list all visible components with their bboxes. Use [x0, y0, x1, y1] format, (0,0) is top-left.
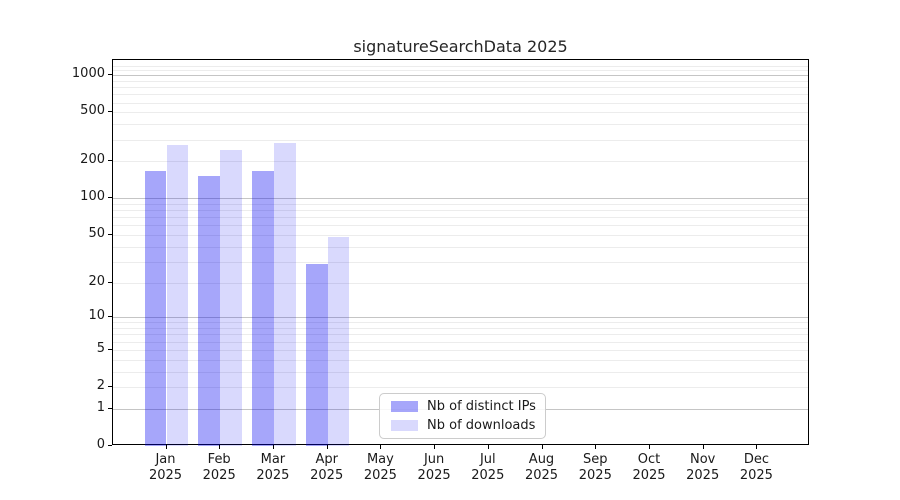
gridline-minor-20 — [113, 282, 808, 284]
gridline-minor-7 — [113, 334, 808, 336]
gridline-minor-50 — [113, 235, 808, 236]
bar-ips-apr — [305, 263, 328, 446]
x-tick-mark-oct — [649, 445, 650, 449]
x-tick-label-dec: Dec 2025 — [739, 452, 773, 483]
gridline-minor-40 — [113, 246, 808, 248]
x-tick-label-jul: Jul 2025 — [471, 452, 505, 483]
legend-label-downloads: Nb of downloads — [427, 418, 536, 433]
x-tick-mark-jul — [487, 445, 489, 449]
bar-ips-feb — [198, 175, 221, 446]
y-tick-label-5: 5 — [96, 340, 105, 356]
gridline-minor-3 — [113, 371, 808, 373]
x-tick-label-oct: Oct 2025 — [632, 452, 666, 483]
x-tick-label-sep: Sep 2025 — [578, 452, 612, 483]
gridline-minor-30 — [113, 261, 808, 263]
gridline-minor-500 — [113, 112, 808, 114]
x-tick-mark-may — [380, 445, 382, 449]
gridline-minor-9 — [113, 322, 808, 324]
y-tick-label-100: 100 — [80, 189, 105, 205]
x-tick-mark-nov — [702, 445, 704, 449]
y-tick-label-10: 10 — [88, 308, 105, 324]
x-tick-label-may: May 2025 — [363, 452, 397, 483]
legend-label-distinct-ips: Nb of distinct IPs — [427, 399, 536, 414]
legend-swatch-distinct-ips — [391, 401, 418, 412]
x-tick-mark-apr — [326, 445, 328, 449]
gridline-minor-6 — [113, 341, 808, 343]
gridline-minor-700 — [113, 94, 808, 96]
y-tick-label-500: 500 — [80, 103, 105, 119]
y-tick-mark-0 — [108, 445, 112, 446]
gridline-minor-1100 — [113, 70, 808, 72]
x-tick-label-jan: Jan 2025 — [148, 452, 183, 483]
x-tick-label-feb: Feb 2025 — [202, 452, 236, 483]
gridline-minor-5 — [113, 349, 808, 351]
y-tick-label-200: 200 — [80, 152, 105, 168]
x-tick-mark-sep — [595, 445, 597, 449]
gridline-minor-90 — [113, 204, 808, 205]
legend-row-downloads: Nb of downloads — [391, 418, 545, 433]
y-tick-label-1000: 1000 — [71, 66, 105, 82]
x-tick-mark-aug — [541, 445, 543, 449]
x-tick-mark-jan — [165, 445, 167, 449]
gridline-major-1000 — [113, 75, 808, 77]
chart-title: signatureSearchData 2025 — [353, 37, 568, 56]
x-tick-mark-mar — [272, 445, 274, 449]
y-tick-label-50: 50 — [88, 226, 105, 241]
x-tick-label-aug: Aug 2025 — [524, 452, 559, 483]
x-tick-mark-jun — [434, 445, 436, 449]
y-tick-label-0: 0 — [96, 437, 105, 452]
gridline-major-100 — [113, 198, 808, 200]
bar-ips-jan — [144, 171, 167, 446]
bar-downloads-mar — [273, 143, 296, 446]
x-tick-label-jun: Jun 2025 — [417, 452, 451, 483]
bar-downloads-apr — [327, 237, 350, 446]
plot-area: Nb of distinct IPs Nb of downloads — [112, 59, 809, 446]
y-tick-mark-10 — [108, 316, 112, 318]
y-tick-mark-200 — [108, 160, 112, 162]
y-tick-mark-2 — [108, 386, 112, 388]
y-tick-mark-50 — [108, 234, 112, 235]
legend: Nb of distinct IPs Nb of downloads — [379, 393, 546, 439]
bar-downloads-feb — [220, 150, 242, 446]
y-tick-mark-500 — [108, 111, 112, 113]
gridline-minor-60 — [113, 225, 808, 227]
x-tick-label-mar: Mar 2025 — [256, 452, 290, 483]
legend-row-distinct-ips: Nb of distinct IPs — [391, 399, 545, 414]
gridline-minor-800 — [113, 87, 808, 89]
legend-swatch-downloads — [391, 420, 418, 431]
bar-downloads-jan — [166, 145, 189, 446]
gridline-minor-200 — [113, 161, 808, 163]
y-tick-label-1: 1 — [96, 399, 105, 415]
y-tick-mark-5 — [108, 348, 112, 350]
gridline-minor-400 — [113, 124, 808, 126]
y-tick-mark-100 — [108, 197, 112, 199]
gridline-minor-8 — [113, 328, 808, 330]
y-tick-mark-1000 — [108, 74, 112, 76]
gridline-major-10 — [113, 317, 808, 319]
gridline-minor-300 — [113, 139, 808, 141]
gridline-minor-900 — [113, 80, 808, 82]
x-tick-label-apr: Apr 2025 — [310, 452, 344, 483]
gridline-minor-70 — [113, 217, 808, 219]
y-tick-label-2: 2 — [96, 378, 105, 394]
y-tick-mark-20 — [108, 281, 112, 283]
gridline-minor-4 — [113, 359, 808, 361]
x-tick-label-nov: Nov 2025 — [686, 452, 720, 483]
gridline-minor-2 — [113, 387, 808, 389]
gridline-minor-80 — [113, 210, 808, 212]
gridline-minor-1200 — [113, 65, 808, 67]
bar-ips-mar — [252, 171, 274, 446]
x-tick-mark-dec — [756, 445, 758, 449]
x-tick-mark-feb — [219, 445, 221, 449]
y-tick-mark-1 — [108, 407, 112, 409]
y-tick-label-20: 20 — [88, 273, 105, 289]
gridline-minor-600 — [113, 102, 808, 104]
